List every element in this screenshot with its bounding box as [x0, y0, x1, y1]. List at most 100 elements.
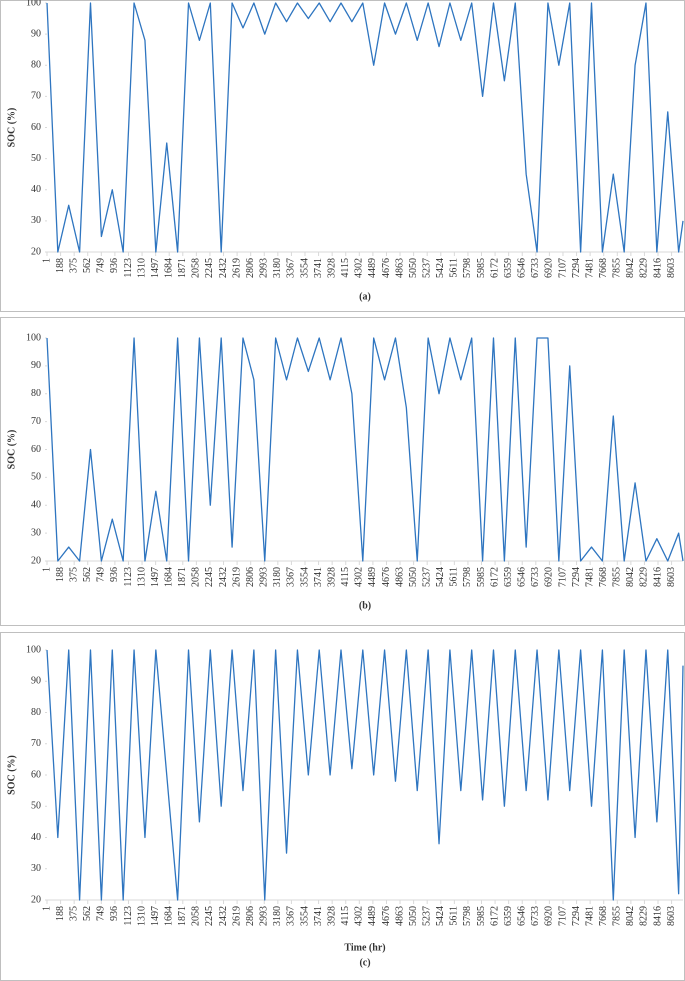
- y-axis-title: SOC (%): [6, 430, 17, 470]
- x-tick-label: 7481: [584, 258, 595, 278]
- x-tick-label: 1497: [150, 906, 161, 926]
- data-line: [46, 2, 684, 253]
- y-tick-label: 60: [31, 122, 41, 133]
- x-tick-label: 6359: [503, 258, 514, 278]
- x-tick-label: 8603: [666, 906, 677, 926]
- y-tick-label: 90: [31, 676, 41, 687]
- x-tick-label: 8042: [625, 567, 636, 587]
- x-tick-label: 4302: [354, 258, 365, 278]
- x-tick-label: 2245: [204, 906, 215, 926]
- y-tick-label: 100: [26, 332, 41, 343]
- x-tick-label: 4489: [367, 258, 378, 278]
- x-tick-label: 5611: [449, 906, 460, 926]
- y-axis-title: SOC (%): [6, 108, 17, 148]
- x-tick-label: 3554: [299, 567, 310, 587]
- x-tick-label: 7855: [612, 258, 623, 278]
- x-tick-label: 1684: [164, 567, 175, 587]
- x-tick-label: 5611: [449, 258, 460, 278]
- x-tick-label: 1871: [177, 567, 188, 587]
- panel-caption: (a): [359, 291, 371, 302]
- x-tick-label: 2245: [204, 258, 215, 278]
- y-tick-label: 90: [31, 28, 41, 39]
- x-tick-label: 1871: [177, 906, 188, 926]
- x-tick-label: 5424: [435, 567, 446, 587]
- x-tick-label: 2806: [245, 258, 256, 278]
- data-line: [46, 337, 684, 562]
- x-tick-label: 4115: [340, 258, 351, 278]
- x-axis-title: Time (hr): [344, 942, 385, 953]
- y-tick-label: 100: [26, 0, 41, 8]
- x-tick-label: 5050: [408, 906, 419, 926]
- x-tick-label: 5050: [408, 258, 419, 278]
- y-tick-label: 50: [31, 801, 41, 812]
- x-tick-label: 5611: [449, 567, 460, 587]
- x-tick-label: 1123: [123, 906, 134, 926]
- x-tick-label: 1123: [123, 567, 134, 587]
- x-tick-label: 8416: [652, 567, 663, 587]
- x-tick-label: 6920: [544, 258, 555, 278]
- x-tick-label: 1310: [136, 258, 147, 278]
- x-tick-label: 7107: [557, 258, 568, 278]
- x-tick-label: 1310: [136, 906, 147, 926]
- x-tick-label: 4115: [340, 567, 351, 587]
- x-tick-label: 936: [109, 906, 120, 921]
- x-tick-label: 2993: [259, 258, 270, 278]
- x-tick-label: 1: [41, 567, 52, 572]
- x-tick-label: 375: [68, 567, 79, 582]
- y-tick-label: 70: [31, 91, 41, 102]
- x-tick-label: 188: [55, 258, 66, 273]
- x-tick-label: 3180: [272, 258, 283, 278]
- x-tick-label: 7481: [584, 567, 595, 587]
- x-tick-label: 2619: [231, 567, 242, 587]
- y-tick-label: 50: [31, 472, 41, 483]
- x-tick-label: 8603: [666, 567, 677, 587]
- x-tick-label: 6733: [530, 258, 541, 278]
- x-tick-label: 6546: [517, 567, 528, 587]
- x-tick-label: 188: [55, 906, 66, 921]
- x-tick-label: 5985: [476, 906, 487, 926]
- x-tick-label: 562: [82, 567, 93, 582]
- x-tick-label: 1871: [177, 258, 188, 278]
- x-tick-label: 5237: [421, 906, 432, 926]
- x-tick-label: 1: [41, 906, 52, 911]
- x-tick-label: 3367: [286, 258, 297, 278]
- x-tick-label: 3928: [326, 906, 337, 926]
- x-tick-label: 2993: [259, 906, 270, 926]
- x-tick-label: 4489: [367, 567, 378, 587]
- x-tick-label: 1123: [123, 258, 134, 278]
- x-tick-label: 6733: [530, 906, 541, 926]
- y-tick-label: 40: [31, 184, 41, 195]
- x-tick-label: 2432: [218, 258, 229, 278]
- y-tick-label: 60: [31, 769, 41, 780]
- x-tick-label: 7855: [612, 906, 623, 926]
- x-tick-label: 4676: [381, 258, 392, 278]
- x-tick-label: 7107: [557, 567, 568, 587]
- x-tick-label: 1: [41, 258, 52, 263]
- x-tick-label: 749: [96, 567, 107, 582]
- x-tick-label: 8229: [639, 258, 650, 278]
- y-axis-title: SOC (%): [6, 755, 17, 795]
- y-tick-label: 40: [31, 832, 41, 843]
- x-tick-label: 1684: [164, 906, 175, 926]
- x-tick-label: 375: [68, 258, 79, 273]
- x-tick-label: 6359: [503, 906, 514, 926]
- x-tick-label: 3554: [299, 906, 310, 926]
- x-tick-label: 4676: [381, 906, 392, 926]
- x-tick-label: 3554: [299, 258, 310, 278]
- x-tick-label: 8042: [625, 906, 636, 926]
- x-tick-label: 1497: [150, 258, 161, 278]
- x-tick-label: 375: [68, 906, 79, 921]
- y-tick-label: 90: [31, 360, 41, 371]
- x-tick-label: 4302: [354, 906, 365, 926]
- x-tick-label: 562: [82, 258, 93, 273]
- x-tick-label: 3741: [313, 567, 324, 587]
- y-tick-label: 100: [26, 644, 41, 655]
- x-tick-label: 3741: [313, 906, 324, 926]
- x-tick-label: 7294: [571, 906, 582, 926]
- x-tick-label: 3180: [272, 906, 283, 926]
- y-tick-label: 80: [31, 60, 41, 71]
- y-tick-label: 20: [31, 894, 41, 905]
- x-tick-label: 5798: [462, 906, 473, 926]
- x-tick-label: 6733: [530, 567, 541, 587]
- data-line: [46, 649, 684, 901]
